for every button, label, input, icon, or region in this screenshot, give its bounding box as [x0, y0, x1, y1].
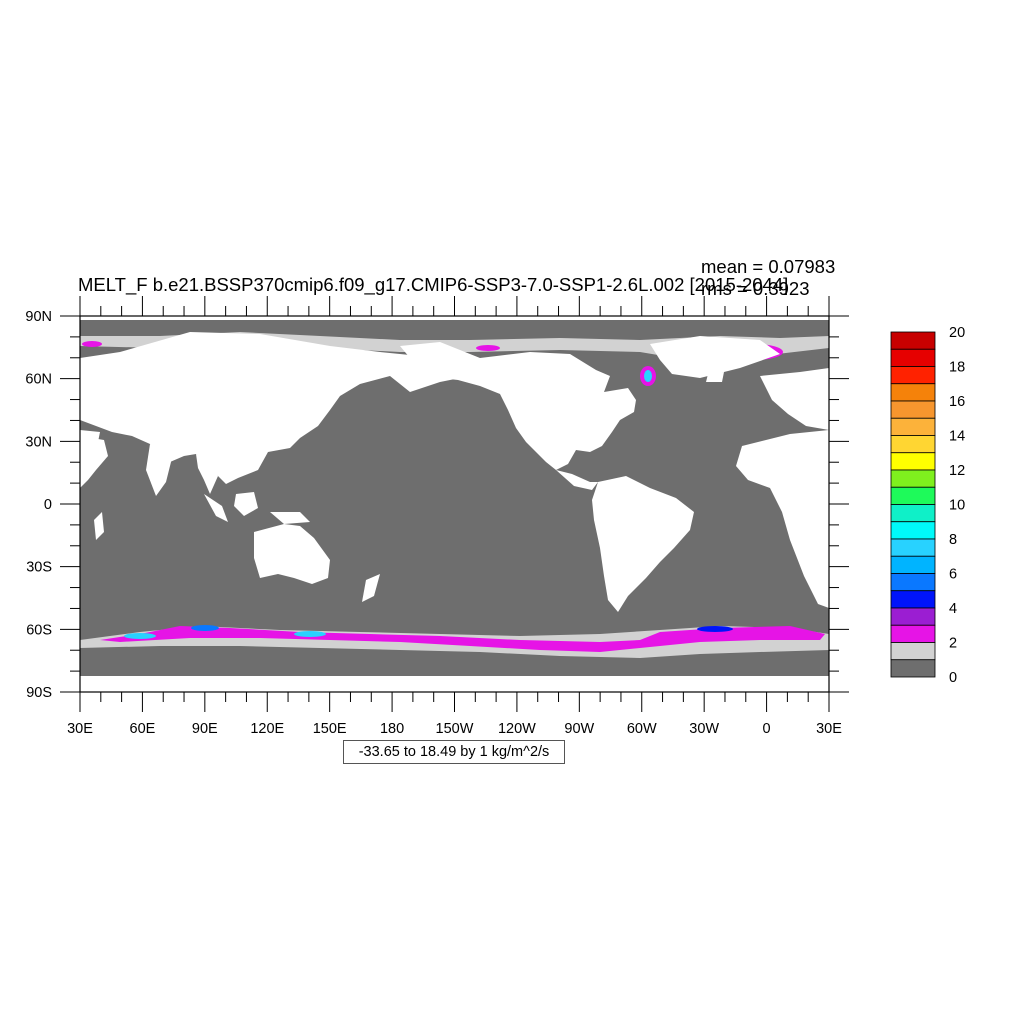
- lon-tick-label: 150E: [313, 721, 347, 737]
- south-america: [592, 476, 694, 612]
- lon-tick-label: 180: [380, 721, 404, 737]
- africa-west: [736, 430, 829, 608]
- colorbar-label: 6: [949, 567, 957, 583]
- lon-tick-label: 90W: [564, 721, 594, 737]
- mean-stat: mean = 0.07983: [701, 256, 836, 277]
- colorbar-swatch: [890, 452, 936, 471]
- lat-tick-label: 90N: [25, 309, 52, 325]
- axis-labels: 90N 60N 30N 0 30S 60S 90S 30E 60E 90E 120E 150E 180 1…: [25, 309, 842, 737]
- new-guinea: [270, 512, 310, 524]
- borneo: [234, 492, 258, 516]
- colorbar-swatch: [890, 607, 936, 626]
- lon-tick-label: 30E: [67, 721, 93, 737]
- lat-tick-label: 60N: [25, 372, 52, 388]
- lon-tick-label: 60E: [130, 721, 156, 737]
- colorbar-swatch: [890, 383, 936, 402]
- colorbar-label: 16: [949, 394, 965, 410]
- lon-tick-label: 120E: [250, 721, 284, 737]
- colorbar-label: 8: [949, 532, 957, 548]
- south-pole-band: [80, 676, 829, 692]
- sumatra: [204, 494, 228, 522]
- colorbar-swatch: [890, 435, 936, 454]
- antarctic-melt-core-1: [124, 633, 156, 639]
- lon-tick-label: 90E: [192, 721, 218, 737]
- colorbar: [890, 331, 936, 678]
- lon-tick-label: 30W: [689, 721, 719, 737]
- indochina: [196, 454, 218, 494]
- colorbar-swatch: [890, 366, 936, 385]
- north-pole-band: [80, 316, 829, 320]
- lon-tick-label: 60W: [627, 721, 657, 737]
- colorbar-label: 4: [949, 601, 957, 617]
- new-zealand: [362, 574, 380, 602]
- eurasia: [80, 332, 480, 484]
- lon-tick-label: 120W: [498, 721, 536, 737]
- colorbar-swatch: [890, 417, 936, 436]
- colorbar-swatch: [890, 573, 936, 592]
- lat-tick-label: 30S: [26, 560, 52, 576]
- baffin-melt-core: [644, 370, 652, 382]
- australia: [254, 524, 330, 584]
- rms-stat: rms = 0.3923: [701, 278, 810, 299]
- lat-tick-label: 60S: [26, 622, 52, 638]
- colorbar-swatch: [890, 555, 936, 574]
- greenland: [650, 336, 780, 378]
- lat-tick-label: 90S: [26, 685, 52, 701]
- iceland: [706, 372, 724, 382]
- lat-tick-label: 0: [44, 497, 52, 513]
- madagascar: [94, 512, 104, 540]
- europe: [760, 368, 829, 430]
- antarctic-melt: [100, 626, 825, 652]
- colorbar-label: 0: [949, 670, 957, 686]
- colorbar-swatch: [890, 469, 936, 488]
- colorbar-swatch: [890, 331, 936, 350]
- north-america: [400, 342, 636, 470]
- lon-tick-label: 30E: [816, 721, 842, 737]
- india: [146, 444, 172, 496]
- lat-tick-label: 30N: [25, 434, 52, 450]
- antarctic-melt-core-3: [294, 631, 326, 637]
- japan: [302, 396, 324, 430]
- colorbar-swatch: [890, 400, 936, 419]
- lon-tick-label: 0: [763, 721, 771, 737]
- colorbar-label: 18: [949, 360, 965, 376]
- colorbar-swatch: [890, 486, 936, 505]
- colorbar-swatch: [890, 504, 936, 523]
- colorbar-swatch: [890, 624, 936, 643]
- axis-ticks: [60, 296, 849, 712]
- colorbar-swatch: [890, 348, 936, 367]
- colorbar-swatch: [890, 521, 936, 540]
- arabia: [80, 430, 100, 460]
- antarctic-melt-core-4: [697, 626, 733, 632]
- colorbar-label: 12: [949, 463, 965, 479]
- colorbar-label: 14: [949, 429, 965, 445]
- central-america: [556, 470, 598, 490]
- colorbar-swatch: [890, 538, 936, 557]
- svalbard-melt: [82, 341, 102, 347]
- colorbar-swatch: [890, 590, 936, 609]
- plot-title: MELT_F b.e21.BSSP370cmip6.f09_g17.CMIP6-…: [78, 274, 789, 295]
- colorbar-label: 2: [949, 636, 957, 652]
- antarctic-melt-core-2: [191, 625, 219, 631]
- colorbar-swatch: [890, 642, 936, 661]
- colorbar-label: 20: [949, 325, 965, 341]
- colorbar-swatch: [890, 659, 936, 678]
- colorbar-label: 10: [949, 498, 965, 514]
- kara-melt: [476, 345, 500, 351]
- lon-tick-label: 150W: [436, 721, 474, 737]
- contour-range-label: -33.65 to 18.49 by 1 kg/m^2/s: [343, 740, 565, 764]
